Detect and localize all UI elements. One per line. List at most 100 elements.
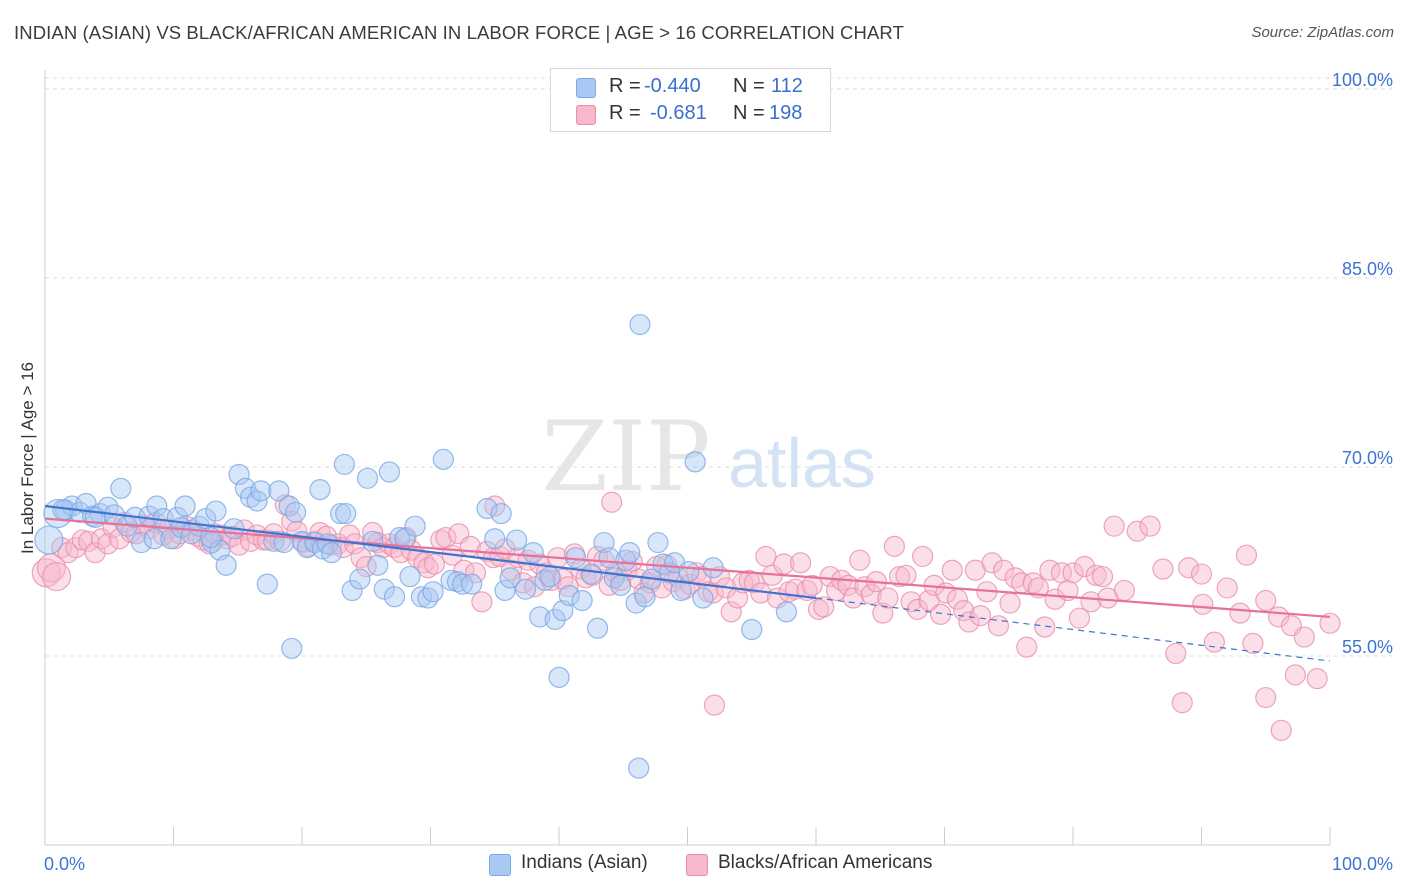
point-indian-asian [281, 637, 303, 660]
point-indian-asian [692, 587, 714, 609]
point-black-african-american [1178, 557, 1200, 579]
point-black-african-american [1293, 626, 1315, 648]
point-indian-asian [452, 573, 474, 595]
point-black-african-american [471, 591, 493, 613]
point-black-african-american [1152, 558, 1174, 580]
point-indian-asian [174, 495, 196, 517]
trendline-blacks [44, 517, 1331, 619]
point-black-african-american [813, 596, 835, 618]
y-tick-label: 85.0% [1342, 259, 1393, 279]
point-black-african-american [395, 526, 417, 549]
point-black-african-american [1270, 719, 1292, 741]
point-black-african-american [819, 565, 841, 588]
y-tick-label: 100.0% [1332, 70, 1393, 90]
point-black-african-american [993, 559, 1015, 581]
point-black-african-american [1165, 642, 1187, 665]
y-tick-label: 70.0% [1342, 448, 1393, 468]
point-black-african-american [1016, 636, 1038, 658]
trendline-indians-extension [815, 597, 1331, 662]
point-black-african-american [1171, 692, 1193, 714]
point-indian-asian [404, 515, 426, 537]
point-indian-asian [514, 578, 537, 600]
point-indian-asian [580, 563, 602, 585]
point-black-african-american [969, 605, 992, 627]
point-black-african-american [1284, 664, 1306, 686]
point-indian-asian [610, 574, 632, 597]
source-credit: Source: ZipAtlas.com [1251, 24, 1394, 41]
point-indian-asian [240, 486, 262, 508]
point-black-african-american [355, 555, 377, 578]
point-indian-asian [484, 528, 506, 550]
point-indian-asian [558, 584, 580, 607]
point-black-african-american [1216, 577, 1238, 599]
trendline-indians [44, 504, 817, 600]
point-indian-asian [268, 480, 290, 502]
point-black-african-american [888, 565, 911, 588]
point-indian-asian [130, 531, 152, 554]
point-indian-asian [399, 565, 421, 588]
point-indian-asian [278, 495, 300, 517]
point-black-african-american [84, 542, 106, 564]
point-indian-asian [215, 554, 237, 576]
point-indian-asian [490, 502, 512, 525]
point-black-african-american [912, 545, 934, 568]
point-indian-asian [544, 608, 566, 631]
point-indian-asian [684, 451, 706, 473]
bottom-legend-swatch-pink [686, 854, 708, 876]
point-black-african-american [1044, 588, 1066, 610]
point-indian-asian [250, 480, 272, 502]
point-black-african-american [1306, 668, 1328, 690]
point-indian-asian [110, 477, 132, 499]
point-indian-asian [146, 495, 168, 517]
legend-swatch-blue [576, 78, 596, 98]
point-black-african-american [1085, 564, 1107, 586]
point-indian-asian [422, 581, 444, 603]
point-black-african-american [877, 587, 899, 609]
point-indian-asian [741, 618, 763, 641]
point-indian-asian [647, 531, 669, 554]
point-black-african-american [1073, 555, 1096, 578]
point-black-african-american [941, 559, 963, 581]
legend-n-label: N = [733, 75, 765, 97]
point-black-african-american [1235, 544, 1258, 566]
point-black-african-american [1242, 632, 1264, 654]
point-indian-asian [378, 461, 400, 483]
point-black-african-american [423, 553, 445, 575]
point-indian-asian [383, 586, 406, 608]
axes [44, 70, 1331, 846]
legend-n-value: 112 [771, 75, 803, 97]
point-indian-asian [461, 573, 483, 595]
point-indian-asian [586, 617, 609, 639]
point-indian-asian [341, 579, 363, 602]
correlation-legend: R = -0.440 N = 112 R = -0.681 N = 198 [550, 68, 831, 132]
point-black-african-american [842, 587, 864, 609]
point-black-african-american [557, 576, 579, 598]
point-black-african-american [1126, 520, 1148, 542]
point-indian-asian [476, 497, 498, 520]
point-black-african-american [981, 552, 1003, 574]
point-indian-asian [143, 528, 165, 550]
point-indian-asian [284, 501, 307, 523]
point-black-african-american [703, 694, 726, 716]
x-tick-label: 100.0% [1332, 854, 1393, 874]
point-black-african-american [1113, 579, 1136, 602]
point-indian-asian [432, 448, 454, 470]
point-black-african-american [1091, 565, 1114, 588]
point-indian-asian [309, 479, 331, 501]
point-black-african-american [1103, 515, 1125, 537]
point-indian-asian [320, 542, 343, 564]
point-black-african-american [1192, 593, 1214, 615]
point-indian-asian [539, 565, 561, 588]
point-indian-asian [505, 529, 528, 551]
point-black-african-american [1080, 591, 1102, 613]
y-tick-label: 55.0% [1342, 637, 1393, 657]
point-black-african-american [417, 557, 439, 579]
point-indian-asian [499, 567, 521, 589]
point-indian-asian [670, 579, 692, 602]
point-black-african-american [883, 535, 905, 557]
legend-row-indians: R = -0.440 N = 112 [551, 73, 830, 101]
point-black-african-american [97, 533, 119, 555]
point-black-african-american [1255, 686, 1277, 709]
legend-swatch-pink [576, 105, 596, 125]
